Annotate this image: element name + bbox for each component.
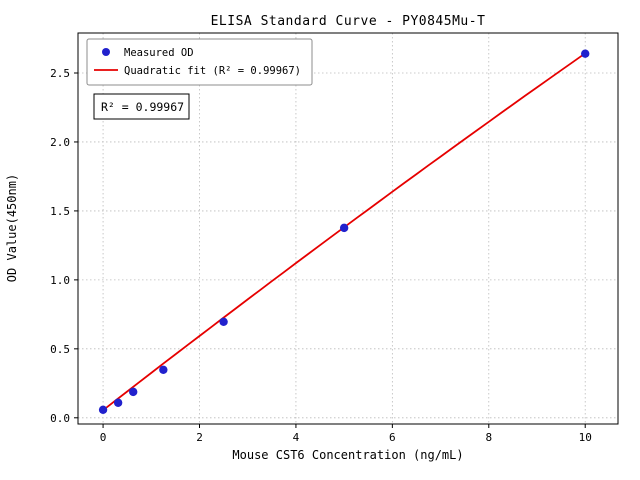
y-axis-label: OD Value(450nm) (5, 174, 19, 282)
data-point (98, 405, 108, 414)
data-point (129, 387, 138, 397)
r-squared-annotation-box (93, 93, 190, 120)
r-squared-annotation: R² = 0.99967 (93, 93, 190, 120)
legend-label-measured-od: Measured OD (124, 47, 194, 59)
x-tick-label: 10 (579, 431, 592, 444)
data-point (339, 223, 349, 233)
legend-box (86, 38, 313, 86)
data-point (113, 398, 123, 407)
r-squared-annotation-text: R² = 0.99967 (101, 100, 184, 114)
y-tick-label: 2.0 (50, 136, 70, 149)
data-point (581, 49, 590, 58)
y-tick-label: 2.5 (50, 67, 70, 80)
x-tick-label: 6 (389, 431, 396, 444)
y-tick-label: 1.0 (50, 274, 70, 287)
legend-label-quadratic-fit: Quadratic fit (R² = 0.99967) (124, 65, 301, 77)
x-tick-label: 2 (196, 431, 203, 444)
data-point (159, 365, 168, 374)
y-tick-label: 0.5 (50, 343, 70, 356)
legend: Measured OD Quadratic fit (R² = 0.99967) (86, 38, 313, 86)
y-tick-label: 1.5 (50, 205, 70, 218)
legend-measured-od-marker-icon (102, 48, 110, 56)
x-tick-label: 0 (100, 431, 107, 444)
plot-area: 0 2 4 6 8 10 0.0 0.5 1.0 1.5 2.0 2.5 (50, 32, 619, 444)
x-tick-label: 8 (485, 431, 492, 444)
x-axis-label: Mouse CST6 Concentration (ng/mL) (232, 448, 463, 462)
chart-title: ELISA Standard Curve - PY0845Mu-T (211, 14, 486, 29)
y-tick-label: 0.0 (50, 412, 70, 425)
data-point (219, 317, 228, 327)
x-tick-label: 4 (293, 431, 300, 444)
plot-border (77, 32, 619, 425)
